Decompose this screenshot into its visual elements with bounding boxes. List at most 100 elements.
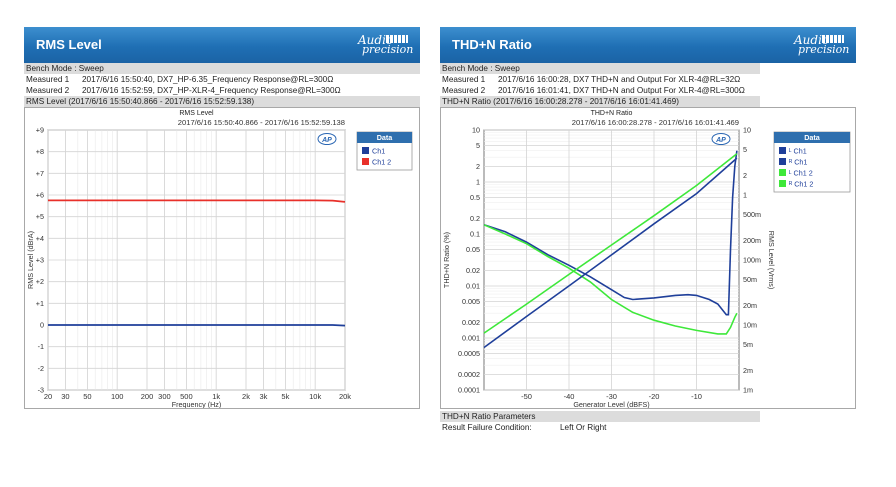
- x-tick-label: 20: [44, 392, 52, 401]
- y2-tick-label: 50m: [743, 275, 757, 284]
- chart-subtitle: 2017/6/16 15:50:40.866 - 2017/6/16 15:52…: [178, 118, 345, 127]
- x-tick-label: 20k: [339, 392, 351, 401]
- x-axis: -50 -40 -30 -20 -10: [521, 130, 702, 401]
- chart-title: RMS Level: [179, 110, 214, 117]
- legend-swatch: [779, 147, 786, 154]
- audio-precision-logo: Audio precision: [794, 33, 850, 56]
- panel-header: THD+N Ratio Audio precision: [440, 27, 856, 63]
- legend-title: Data: [377, 133, 394, 142]
- y-tick-label: 0.001: [462, 334, 480, 343]
- x-tick-label: 3k: [259, 392, 267, 401]
- section-title: THD+N Ratio (2017/6/16 16:00:28.278 - 20…: [440, 96, 760, 107]
- legend-title: Data: [804, 133, 821, 142]
- series-group: [48, 199, 346, 327]
- x-tick-label: -30: [606, 392, 617, 401]
- legend-swatch: [779, 158, 786, 165]
- chart-title: THD+N Ratio: [591, 110, 633, 117]
- y-tick-label: 0: [40, 321, 44, 330]
- panel-title: RMS Level: [36, 37, 102, 52]
- ap-badge-icon: [317, 133, 337, 145]
- y-axis: -3 -2 -1 0 +1 +2 +3 +4 +5 +6 +7 +8 +9: [36, 126, 345, 395]
- x-tick-label: -40: [564, 392, 575, 401]
- legend-label: ᴸ Ch1: [789, 147, 807, 156]
- measured-row: Measured 1 2017/6/16 15:50:40, DX7_HP-6.3…: [26, 75, 334, 84]
- y-tick-label: 0.1: [470, 230, 480, 239]
- y2-tick-label: 2: [743, 171, 747, 180]
- y2-tick-label: 500m: [743, 210, 761, 219]
- thdn-plot-frame: -50 -40 -30 -20 -10 0.0001 0.0002 0.0005 0.001 0.…: [440, 107, 856, 409]
- rms-plot-frame: 20 30 50 100 200 300 500 1k 2k 3k 5k 10k 20k -3 -2 -1 0 +…: [24, 107, 420, 409]
- legend-header: [357, 132, 412, 143]
- y-axis-label: THD+N Ratio (%): [442, 232, 451, 288]
- params-key: Result Failure Condition:: [442, 423, 532, 432]
- y2-tick-label: 1m: [743, 386, 753, 395]
- rms-level-panel: RMS Level Audio precision Bench Mode : S…: [24, 27, 420, 409]
- params-title: THD+N Ratio Parameters: [440, 411, 760, 422]
- legend-label: Ch1 2: [372, 158, 391, 167]
- y2-tick-label: 2m: [743, 366, 753, 375]
- y-tick-label: 10: [472, 126, 480, 135]
- audio-precision-logo: Audio precision: [358, 33, 414, 56]
- y2-tick-label: 100m: [743, 256, 761, 265]
- x-tick-label: 1k: [212, 392, 220, 401]
- section-title: RMS Level (2017/6/16 15:50:40.866 - 2017…: [24, 96, 420, 107]
- series-line: [483, 224, 738, 335]
- chart-subtitle: 2017/6/16 16:00:28.278 - 2017/6/16 16:01…: [572, 118, 739, 127]
- bench-mode: Bench Mode : Sweep: [24, 63, 420, 74]
- series-line: [48, 324, 346, 327]
- y-tick-label: 0.002: [462, 318, 480, 327]
- legend: Data ᴸ Ch1 ᴿ Ch1 ᴸ Ch1 2 ᴿ Ch1 2: [773, 131, 851, 193]
- x-tick-label: 500: [180, 392, 193, 401]
- y-tick-label: 0.5: [470, 193, 480, 202]
- legend-swatch: [779, 169, 786, 176]
- x-axis-label: Generator Level (dBFS): [573, 400, 649, 408]
- measured-row: Measured 1 2017/6/16 16:00:28, DX7 THD+N …: [442, 75, 741, 84]
- y-tick-label: +1: [36, 299, 44, 308]
- y-tick-label: -1: [38, 342, 44, 351]
- y-tick-label: 0.0002: [458, 370, 480, 379]
- x-tick-label: 5k: [281, 392, 289, 401]
- y-tick-label: +6: [36, 191, 44, 200]
- thdn-ratio-chart: -50 -40 -30 -20 -100.00010.00020.00050.0010.…: [442, 110, 851, 409]
- panel-title: THD+N Ratio: [452, 37, 532, 52]
- y2-tick-label: 10m: [743, 321, 757, 330]
- series-group: [483, 150, 738, 349]
- y-axis-label: RMS Level (dBrA): [26, 231, 35, 289]
- y-tick-label: +3: [36, 256, 44, 265]
- x-tick-label: -10: [691, 392, 702, 401]
- y2-tick-label: 5: [743, 145, 747, 154]
- ap-badge-text: AP: [715, 137, 726, 144]
- series-line: [483, 157, 738, 349]
- legend-label: ᴿ Ch1 2: [789, 180, 813, 189]
- legend-swatch: [362, 147, 369, 154]
- y-tick-label: +9: [36, 126, 44, 135]
- params-row: Result Failure Condition: Left Or Right: [440, 422, 856, 433]
- y2-tick-label: 200m: [743, 236, 761, 245]
- thdn-ratio-panel: THD+N Ratio Audio precision Bench Mode :…: [440, 27, 856, 433]
- bench-mode: Bench Mode : Sweep: [440, 63, 760, 74]
- params-value: Left Or Right: [560, 423, 607, 432]
- y-tick-label: +8: [36, 147, 44, 156]
- x-tick-label: 300: [158, 392, 171, 401]
- x-axis-label: Frequency (Hz): [172, 400, 222, 408]
- y-axis: 0.0001 0.0002 0.0005 0.001 0.002 0.005 0.01 0.0…: [458, 126, 739, 395]
- x-tick-label: 10k: [309, 392, 321, 401]
- rms-level-chart: 20 30 50 100 200 300 500 1k 2k 3k 5k 10k 20k -3 -2 -1 0 +…: [26, 110, 413, 409]
- legend-label: ᴸ Ch1 2: [789, 169, 813, 178]
- y-tick-label: 0.2: [470, 214, 480, 223]
- series-line: [48, 199, 346, 203]
- y2-axis: 1m 2m 5m 10m 20m 50m 100m 200m 500m 1 2 5 10: [743, 126, 761, 395]
- y-tick-label: 0.005: [462, 297, 480, 306]
- y-tick-label: 0.05: [466, 245, 480, 254]
- x-tick-label: 100: [111, 392, 124, 401]
- y-tick-label: 1: [476, 178, 480, 187]
- ap-badge-text: AP: [321, 137, 332, 144]
- y-tick-label: +4: [36, 234, 44, 243]
- x-tick-label: 200: [141, 392, 154, 401]
- y-tick-label: 0.02: [466, 266, 480, 275]
- series-line: [483, 153, 738, 334]
- legend-swatch: [362, 158, 369, 165]
- measured-row: Measured 2 2017/6/16 15:52:59, DX7_HP-XLR…: [26, 86, 341, 95]
- y-tick-label: -3: [38, 386, 44, 395]
- x-tick-label: 50: [83, 392, 91, 401]
